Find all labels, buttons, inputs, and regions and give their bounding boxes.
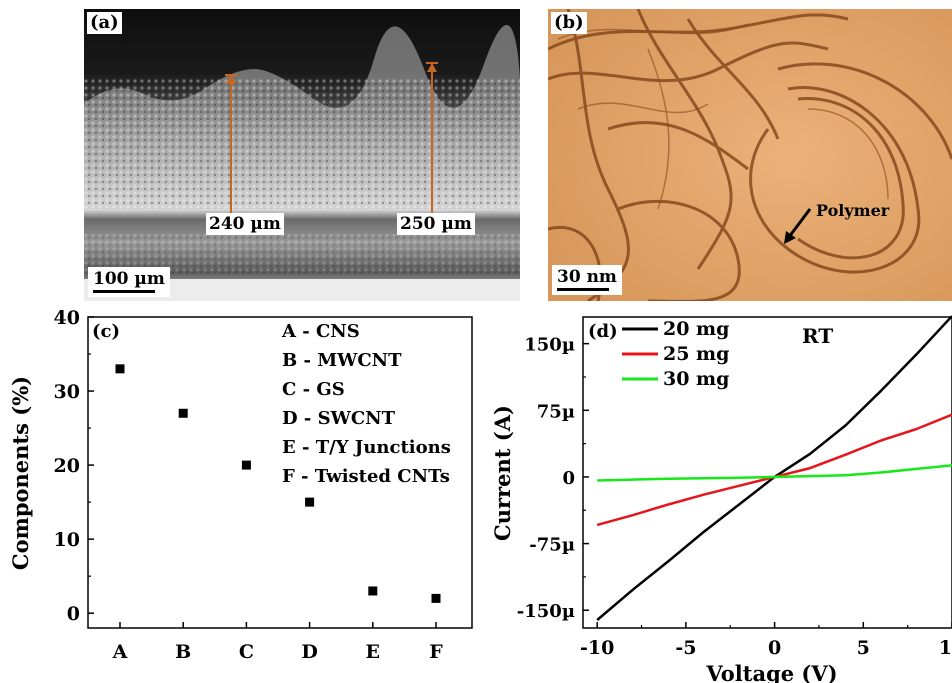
thickness-label-left: 240 µm: [206, 213, 284, 235]
x-tick-label: -10: [580, 637, 614, 659]
panel-d-label: (d): [588, 321, 618, 342]
data-point-F: [431, 593, 441, 603]
scale-bar-a: 100 µm: [88, 267, 170, 297]
x-tick-label: 5: [857, 637, 870, 659]
chart-d-x-axis-title: Voltage (V): [705, 661, 837, 683]
legend-entry: C - GS: [282, 379, 345, 400]
chart-d-title: RT: [802, 324, 833, 348]
x-tick-label: B: [175, 641, 191, 663]
panel-a-label: (a): [87, 12, 122, 34]
x-tick-label: D: [301, 641, 317, 663]
chart-c-frame: [87, 316, 473, 629]
scale-bar-b: 30 nm: [552, 265, 622, 295]
x-tick-label: E: [366, 641, 380, 663]
thickness-label-right: 250 µm: [397, 213, 475, 235]
iv-curve-chart: (d) RT Current (A) Voltage (V) -150µ -75µ…: [490, 315, 952, 683]
scale-bar-b-text: 30 nm: [557, 267, 617, 287]
chart-c-y-axis-title: Components (%): [8, 376, 33, 570]
y-tick-label: 150µ: [524, 335, 575, 356]
series-line-20mg: [596, 315, 952, 621]
panel-a-sem-image: (a) 240 µm 250 µm 100 µm: [84, 9, 520, 301]
data-point-E: [368, 586, 378, 596]
panel-b-label: (b): [551, 12, 587, 34]
panel-c-label: (c): [92, 321, 120, 342]
thickness-arrowhead-1: [226, 75, 236, 84]
legend-entry: F - Twisted CNTs: [282, 466, 450, 487]
scale-bar-a-text: 100 µm: [93, 269, 165, 289]
scale-bar-b-line: [557, 288, 609, 291]
data-point-A: [115, 364, 125, 374]
legend-entry: A - CNS: [281, 321, 360, 342]
chart-d-y-axis-title: Current (A): [490, 405, 515, 541]
chart-d-frame: [582, 316, 952, 629]
x-tick-label: 0: [768, 637, 781, 659]
y-tick-label: 20: [54, 455, 80, 477]
tem-image-graphic: [548, 9, 952, 301]
y-tick-label: 30: [54, 381, 80, 403]
data-point-B: [178, 408, 188, 418]
y-tick-label: -75µ: [529, 535, 575, 556]
y-tick-label: 10: [54, 529, 80, 551]
y-tick-label: 0: [67, 603, 80, 625]
data-point-D: [305, 497, 315, 507]
panel-b-tem-image: (b) Polymer 30 nm: [548, 9, 952, 301]
series-line-30mg: [597, 464, 952, 482]
legend-entry: D - SWCNT: [282, 408, 396, 429]
polymer-annotation: Polymer: [816, 201, 890, 220]
x-tick-label: C: [239, 641, 254, 663]
y-tick-label: 0: [562, 468, 575, 489]
legend-entry: 20 mg: [663, 318, 729, 340]
y-tick-label: 40: [54, 307, 80, 329]
x-tick-label: F: [429, 641, 443, 663]
legend-entry: 30 mg: [663, 368, 729, 390]
legend-entry: E - T/Y Junctions: [282, 437, 451, 458]
sem-image-graphic: [84, 9, 520, 301]
y-tick-label: -150µ: [517, 601, 575, 622]
x-tick-label: 10: [939, 637, 952, 659]
x-tick-label: A: [112, 641, 128, 663]
thickness-arrows: [225, 62, 438, 214]
legend-entry: B - MWCNT: [282, 350, 402, 371]
components-scatter-chart: (c) Components (%) 0 10 20 30 40 A B C D E F A - C…: [8, 307, 473, 663]
data-point-C: [241, 460, 251, 470]
scale-bar-a-line: [93, 290, 155, 293]
x-tick-label: -5: [675, 637, 696, 659]
y-tick-label: 75µ: [537, 401, 575, 422]
thickness-arrowhead-2: [427, 63, 437, 72]
legend-entry: 25 mg: [663, 343, 729, 365]
